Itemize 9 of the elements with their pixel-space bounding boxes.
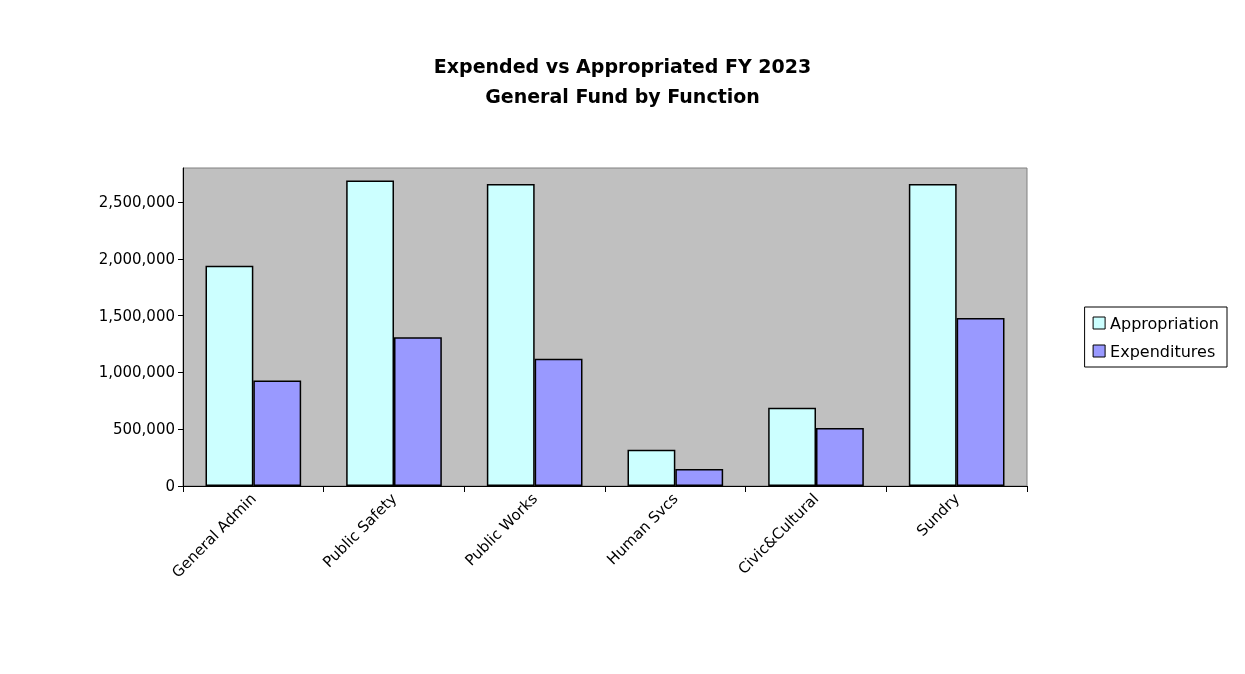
y-tick-label: 2,000,000	[98, 249, 175, 268]
legend-label: Appropriation	[1110, 313, 1219, 333]
y-tick-label: 2,500,000	[98, 193, 175, 212]
y-tick-label: 0	[165, 477, 175, 495]
y-tick-label: 1,000,000	[98, 363, 175, 382]
chart-title: Expended vs Appropriated FY 2023 General Fund by Function	[433, 55, 812, 107]
legend-label: Expenditures	[1110, 341, 1216, 361]
y-tick-label: 500,000	[112, 420, 175, 439]
y-tick-label: 1,500,000	[98, 306, 175, 325]
